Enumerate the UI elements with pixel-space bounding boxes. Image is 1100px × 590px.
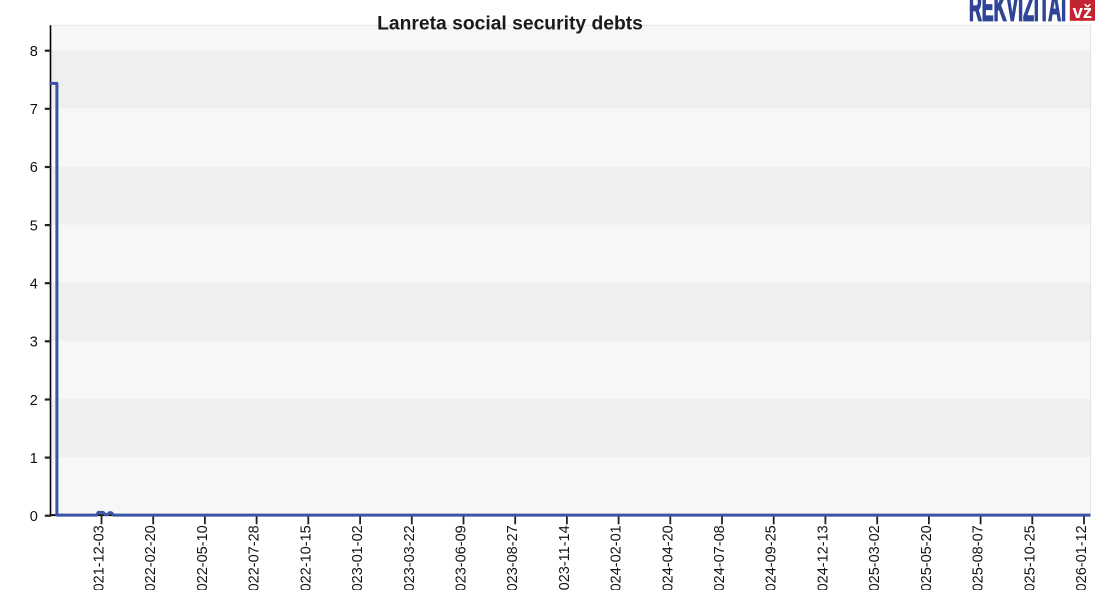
svg-text:8: 8 bbox=[30, 44, 38, 60]
svg-text:2023-11-14: 2023-11-14 bbox=[557, 525, 573, 590]
svg-text:4: 4 bbox=[30, 276, 38, 292]
svg-text:2024-09-25: 2024-09-25 bbox=[764, 525, 780, 590]
svg-text:7: 7 bbox=[30, 102, 38, 118]
svg-text:2024-02-01: 2024-02-01 bbox=[609, 525, 625, 590]
svg-text:2: 2 bbox=[30, 393, 38, 409]
svg-text:2022-05-10: 2022-05-10 bbox=[195, 525, 211, 590]
svg-text:2024-12-13: 2024-12-13 bbox=[815, 525, 831, 590]
svg-text:5: 5 bbox=[30, 218, 38, 234]
svg-text:2022-10-15: 2022-10-15 bbox=[298, 525, 314, 590]
svg-text:Lanreta social security debts: Lanreta social security debts bbox=[377, 14, 643, 35]
svg-text:2025-10-25: 2025-10-25 bbox=[1022, 525, 1038, 590]
svg-text:3: 3 bbox=[30, 335, 38, 351]
svg-text:2023-03-22: 2023-03-22 bbox=[402, 525, 418, 590]
svg-text:2025-05-20: 2025-05-20 bbox=[919, 525, 935, 590]
svg-text:vž: vž bbox=[1073, 1, 1093, 22]
svg-text:2025-03-02: 2025-03-02 bbox=[867, 525, 883, 590]
svg-text:REKVIZITAI: REKVIZITAI bbox=[969, 0, 1066, 30]
svg-text:2022-07-28: 2022-07-28 bbox=[247, 525, 263, 590]
svg-text:2025-08-07: 2025-08-07 bbox=[971, 525, 987, 590]
svg-text:0: 0 bbox=[30, 509, 38, 525]
svg-text:6: 6 bbox=[30, 160, 38, 176]
svg-text:2026-01-12: 2026-01-12 bbox=[1074, 525, 1090, 590]
svg-text:2023-06-09: 2023-06-09 bbox=[454, 525, 470, 590]
svg-text:2024-04-20: 2024-04-20 bbox=[660, 525, 676, 590]
svg-text:2023-08-27: 2023-08-27 bbox=[505, 525, 521, 590]
svg-text:2021-12-03: 2021-12-03 bbox=[92, 525, 108, 590]
svg-text:2022-02-20: 2022-02-20 bbox=[143, 525, 159, 590]
svg-text:1: 1 bbox=[30, 451, 38, 467]
svg-text:2023-01-02: 2023-01-02 bbox=[350, 525, 366, 590]
svg-text:2024-07-08: 2024-07-08 bbox=[712, 525, 728, 590]
